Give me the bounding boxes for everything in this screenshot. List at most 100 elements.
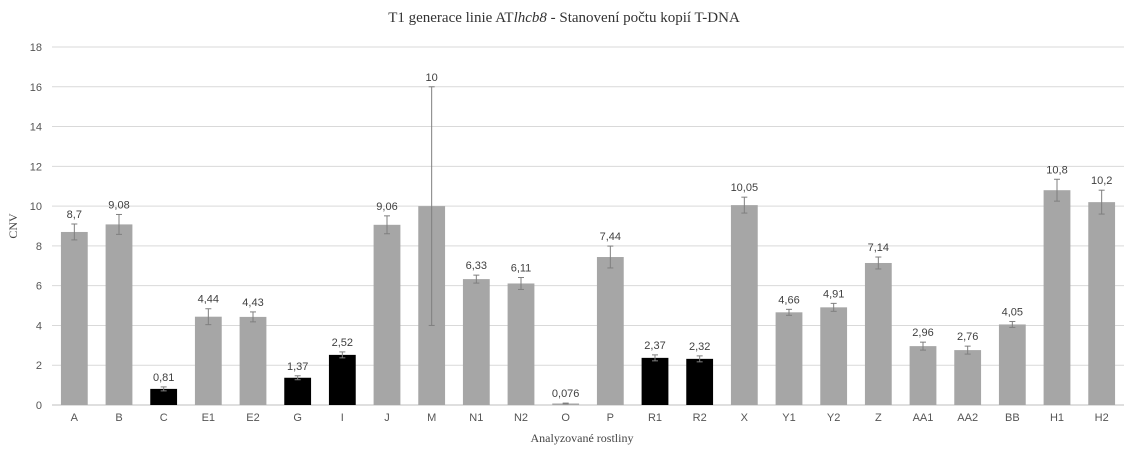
data-label-y2: 4,91 (823, 288, 844, 300)
x-tick-label-a: A (71, 412, 79, 424)
error-bar-z (875, 256, 882, 270)
data-label-aa2: 2,76 (957, 331, 978, 343)
error-bar-a (71, 223, 78, 241)
x-tick-label-m: M (427, 412, 436, 424)
y-axis-title: CNV (6, 213, 20, 239)
error-bar-r2 (696, 355, 703, 363)
x-tick-label-x: X (741, 412, 749, 424)
x-axis-ticks: A B C E1 E2 G I J M N1 N2 O P R1 R2 X Y1 Y2 Z AA1 AA2 BB H1 H2 (71, 412, 1109, 424)
error-bar-j (384, 215, 390, 235)
x-tick-label-bb: BB (1005, 412, 1020, 424)
bar-h1 (1043, 190, 1071, 405)
error-bar-n2 (518, 277, 524, 290)
data-label-c: 0,81 (153, 372, 174, 384)
data-label-r2: 2,32 (689, 341, 710, 353)
data-label-bb: 4,05 (1002, 306, 1023, 318)
error-bar-x (741, 196, 748, 214)
data-label-g: 1,37 (287, 361, 308, 373)
bar-aa1 (909, 346, 937, 405)
x-tick-label-i: I (341, 412, 344, 424)
data-label-a: 8,7 (67, 209, 82, 221)
x-tick-label-e2: E2 (246, 412, 259, 424)
data-labels: 8,7 9,08 0,81 4,44 4,43 1,37 2,52 9,06 10 6,33 6,1… (67, 72, 1113, 400)
error-bar-c (160, 386, 167, 392)
chart-title: T1 generace linie ATlhcb8 - Stanovení po… (388, 10, 740, 26)
y-tick-label: 8 (36, 241, 42, 253)
data-label-e1: 4,44 (198, 294, 219, 306)
error-bar-o (562, 402, 569, 405)
x-tick-label-e1: E1 (202, 412, 215, 424)
error-bar-y1 (786, 308, 792, 316)
data-label-e2: 4,43 (242, 297, 263, 309)
y-tick-label: 0 (36, 400, 42, 412)
error-bar-aa2 (964, 345, 971, 355)
error-bar-h2 (1098, 189, 1105, 215)
error-bar-i (339, 351, 346, 359)
bar-y2 (820, 307, 848, 405)
bar-j (373, 224, 401, 405)
gridlines (52, 46, 1124, 406)
data-label-h2: 10,2 (1091, 175, 1112, 187)
error-bar-g (294, 375, 301, 381)
y-tick-label: 4 (36, 320, 42, 332)
y-axis-ticks: 0 2 4 6 8 10 12 14 16 18 (30, 42, 42, 412)
bar-c (150, 388, 178, 405)
error-bar-e1 (205, 308, 212, 326)
bar-g (284, 377, 312, 405)
bar-r2 (686, 358, 714, 405)
data-label-i: 2,52 (332, 337, 353, 349)
bar-r1 (641, 357, 669, 405)
x-tick-label-aa1: AA1 (913, 412, 934, 424)
y-tick-label: 6 (36, 281, 42, 293)
data-label-n2: 6,11 (511, 263, 532, 275)
bar-n1 (462, 279, 490, 405)
chart-title-part-1: T1 generace linie AT (388, 10, 513, 26)
data-label-o: 0,076 (552, 388, 580, 400)
y-tick-label: 18 (30, 42, 42, 54)
bar-x (730, 205, 758, 405)
error-bar-h1 (1054, 178, 1060, 202)
bar-b (105, 224, 133, 405)
error-bar-r1 (652, 354, 658, 362)
error-bar-b (116, 213, 122, 235)
data-label-y1: 4,66 (778, 294, 799, 306)
y-tick-label: 16 (30, 82, 42, 94)
x-tick-label-p: P (607, 412, 614, 424)
x-tick-label-y1: Y1 (782, 412, 795, 424)
x-tick-label-g: G (293, 412, 302, 424)
bar-aa2 (954, 350, 982, 405)
bar-h2 (1088, 202, 1116, 405)
x-tick-label-o: O (561, 412, 570, 424)
data-label-h1: 10,8 (1046, 164, 1067, 176)
error-bar-y2 (830, 302, 837, 312)
x-tick-label-h2: H2 (1095, 412, 1109, 424)
x-tick-label-h1: H1 (1050, 412, 1064, 424)
x-tick-label-b: B (115, 412, 122, 424)
bar-i (328, 354, 356, 405)
bar-a (60, 231, 88, 405)
data-label-n1: 6,33 (466, 260, 487, 272)
error-bar-e2 (250, 311, 256, 323)
chart-title-part-3: - Stanovení počtu kopií T-DNA (547, 10, 740, 26)
x-tick-label-z: Z (875, 412, 882, 424)
x-tick-label-n1: N1 (469, 412, 483, 424)
bar-bb (998, 324, 1026, 405)
data-label-aa1: 2,96 (912, 327, 933, 339)
x-tick-label-aa2: AA2 (957, 412, 978, 424)
data-label-r1: 2,37 (644, 340, 665, 352)
bar-z (864, 262, 892, 405)
x-tick-label-y2: Y2 (827, 412, 840, 424)
error-bar-aa1 (920, 341, 926, 351)
data-label-p: 7,44 (600, 231, 621, 243)
bar-p (596, 257, 624, 405)
bar-y1 (775, 312, 803, 405)
y-tick-label: 2 (36, 360, 42, 372)
x-tick-label-n2: N2 (514, 412, 528, 424)
error-bar-p (607, 245, 614, 269)
error-bar-bb (1009, 320, 1016, 328)
x-axis-title: Analyzované rostliny (531, 431, 634, 445)
data-label-z: 7,14 (868, 242, 889, 254)
y-tick-label: 10 (30, 201, 42, 213)
